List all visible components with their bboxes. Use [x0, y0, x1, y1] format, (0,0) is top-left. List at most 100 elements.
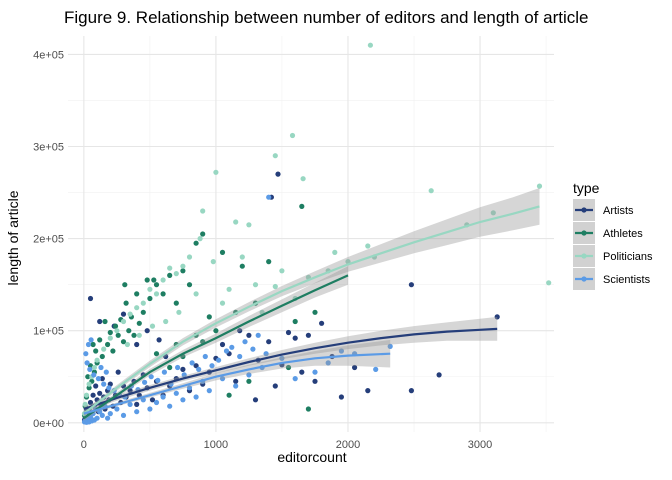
- data-point: [86, 381, 92, 387]
- plot-panel: 0 1000 2000 3000 0e+00 1e+05 2e+05 3e+05 4e+05: [33, 36, 554, 451]
- data-point: [90, 392, 96, 398]
- data-point: [428, 188, 434, 194]
- data-point: [160, 277, 166, 283]
- data-point: [85, 374, 91, 380]
- data-point: [82, 401, 88, 407]
- data-point: [219, 341, 226, 348]
- data-point: [246, 372, 252, 378]
- data-point: [93, 348, 99, 354]
- x-tick-label: 1000: [204, 439, 228, 451]
- data-point: [87, 366, 93, 372]
- data-point: [167, 265, 173, 271]
- data-point: [105, 415, 111, 421]
- data-point: [279, 355, 285, 361]
- data-point: [239, 254, 245, 260]
- y-tick-label: 1e+05: [33, 326, 64, 338]
- data-point: [136, 320, 142, 326]
- data-point: [319, 320, 325, 326]
- data-point: [114, 328, 120, 334]
- data-point: [387, 343, 393, 349]
- data-point: [144, 328, 150, 334]
- data-point: [216, 357, 222, 363]
- data-point: [373, 366, 379, 372]
- data-point: [120, 311, 127, 317]
- x-tick-label: 2000: [336, 439, 360, 451]
- data-point: [266, 259, 272, 265]
- legend-key-scientists: [573, 268, 595, 290]
- data-point: [209, 363, 215, 369]
- data-point: [99, 376, 105, 382]
- data-point: [151, 277, 157, 283]
- legend-key-point: [581, 253, 587, 259]
- data-point: [114, 406, 120, 412]
- data-point: [197, 236, 203, 242]
- data-point: [97, 318, 103, 325]
- data-point: [101, 346, 107, 352]
- data-point: [213, 169, 219, 175]
- data-point: [246, 222, 252, 228]
- data-point: [167, 364, 173, 371]
- data-point: [536, 183, 543, 189]
- data-point: [219, 249, 226, 255]
- data-point: [219, 300, 226, 306]
- trend-line-scientists: [83, 352, 391, 415]
- data-point: [206, 314, 212, 320]
- data-point: [99, 412, 105, 418]
- data-point: [180, 397, 186, 403]
- data-point: [233, 383, 239, 389]
- legend-title: type: [573, 180, 600, 196]
- data-point: [136, 332, 142, 338]
- x-tick-label: 0: [81, 439, 87, 451]
- data-point: [124, 341, 130, 348]
- data-point: [180, 263, 186, 269]
- data-point: [285, 364, 292, 371]
- data-point: [153, 399, 160, 406]
- data-point: [436, 372, 442, 378]
- y-tick-label: 3e+05: [33, 142, 64, 154]
- data-point: [122, 282, 128, 288]
- data-point: [352, 364, 358, 371]
- data-point: [367, 42, 373, 48]
- data-point: [408, 282, 414, 288]
- data-point: [83, 392, 90, 398]
- data-point: [305, 332, 311, 338]
- data-point: [102, 318, 108, 325]
- data-point: [186, 254, 193, 260]
- data-point: [292, 318, 298, 325]
- data-point: [156, 337, 162, 343]
- data-point: [226, 286, 232, 292]
- data-point: [148, 374, 154, 380]
- data-point: [299, 369, 305, 375]
- data-point: [147, 406, 153, 412]
- data-point: [229, 344, 235, 350]
- data-point: [223, 348, 230, 354]
- data-point: [97, 337, 103, 343]
- data-point: [180, 268, 186, 274]
- x-axis-title: editorcount: [277, 449, 346, 465]
- data-point: [292, 376, 298, 382]
- data-point: [115, 369, 121, 375]
- data-point: [86, 385, 92, 391]
- data-point: [175, 364, 181, 371]
- data-point: [142, 379, 148, 385]
- data-point: [147, 286, 153, 292]
- data-point: [263, 351, 269, 357]
- data-point: [115, 332, 121, 338]
- data-point: [494, 314, 500, 320]
- data-point: [149, 397, 156, 403]
- data-point: [305, 406, 311, 412]
- data-point: [153, 351, 160, 357]
- data-point: [325, 360, 331, 366]
- y-tick-label: 2e+05: [33, 234, 64, 246]
- legend-label: Artists: [603, 205, 634, 217]
- data-point: [266, 339, 272, 345]
- data-point: [163, 318, 169, 325]
- data-point: [219, 376, 226, 382]
- data-point: [167, 403, 173, 409]
- data-point: [160, 394, 166, 400]
- data-point: [250, 346, 256, 352]
- data-point: [312, 378, 318, 384]
- data-point: [160, 291, 166, 297]
- data-point: [186, 385, 193, 391]
